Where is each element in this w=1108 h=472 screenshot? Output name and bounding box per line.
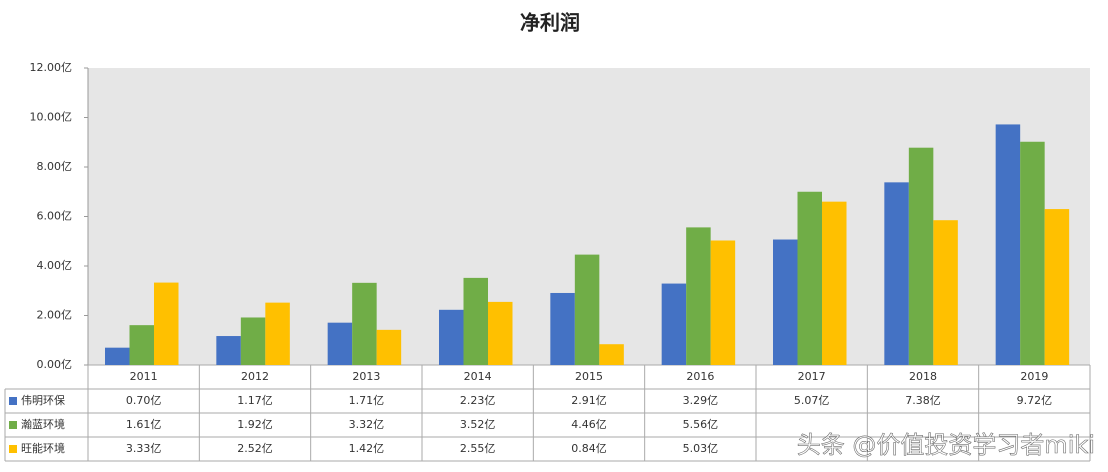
x-tick-label: 2016 — [686, 370, 714, 383]
legend-swatch — [9, 397, 17, 405]
x-tick-label: 2013 — [352, 370, 380, 383]
x-tick-label: 2019 — [1020, 370, 1048, 383]
legend-swatch — [9, 445, 17, 453]
bar — [352, 282, 377, 365]
y-tick-label: 6.00亿 — [37, 210, 73, 223]
bar — [154, 282, 179, 365]
bar — [240, 317, 266, 365]
bar — [908, 147, 934, 365]
table-value: 2.23亿 — [460, 394, 496, 407]
bar — [327, 322, 353, 365]
table-value: 0.84亿 — [571, 442, 607, 455]
bar — [463, 277, 488, 365]
table-value: 1.61亿 — [126, 418, 162, 431]
y-tick-label: 4.00亿 — [37, 259, 73, 272]
bar — [216, 336, 241, 365]
table-value: 5.07亿 — [794, 394, 830, 407]
bar — [574, 254, 600, 365]
y-tick-label: 0.00亿 — [37, 358, 73, 371]
bar — [376, 329, 402, 365]
bar — [488, 301, 513, 365]
table-value: 3.32亿 — [349, 418, 385, 431]
bar — [265, 302, 290, 365]
table-value: 5.03亿 — [683, 442, 719, 455]
x-tick-label: 2012 — [241, 370, 269, 383]
y-tick-label: 8.00亿 — [37, 160, 73, 173]
bar — [1020, 141, 1045, 365]
x-tick-label: 2018 — [909, 370, 937, 383]
watermark: 头条 @价值投资学习者miki — [797, 431, 1095, 459]
table-value: 3.33亿 — [126, 442, 162, 455]
bar — [105, 347, 130, 365]
bar — [933, 220, 958, 365]
bar — [884, 182, 909, 365]
table-value: 2.91亿 — [571, 394, 607, 407]
bar — [129, 325, 154, 365]
x-tick-label: 2014 — [464, 370, 492, 383]
chart-title: 净利润 — [520, 11, 580, 35]
table-value: 1.17亿 — [237, 394, 273, 407]
legend-label: 瀚蓝环境 — [21, 417, 65, 431]
x-tick-label: 2015 — [575, 370, 603, 383]
legend-label: 旺能环境 — [21, 441, 65, 455]
table-value: 5.56亿 — [683, 418, 719, 431]
bar — [439, 309, 464, 365]
table-value: 2.55亿 — [460, 442, 496, 455]
table-value: 9.72亿 — [1017, 394, 1053, 407]
table-value: 4.46亿 — [571, 418, 607, 431]
table-value: 7.38亿 — [905, 394, 941, 407]
bar — [550, 292, 575, 365]
bar — [995, 124, 1021, 366]
bar — [797, 191, 822, 365]
y-tick-label: 2.00亿 — [37, 309, 73, 322]
legend-swatch — [9, 421, 17, 429]
bar — [686, 227, 711, 365]
table-value: 0.70亿 — [126, 394, 162, 407]
bar — [1044, 209, 1070, 365]
table-value: 3.29亿 — [683, 394, 719, 407]
table-value: 1.71亿 — [349, 394, 385, 407]
x-tick-label: 2011 — [130, 370, 158, 383]
table-value: 1.42亿 — [349, 442, 385, 455]
table-value: 3.52亿 — [460, 418, 496, 431]
bar — [710, 240, 736, 365]
bar — [822, 201, 847, 365]
legend-label: 伟明环保 — [21, 393, 65, 407]
table-value: 1.92亿 — [237, 418, 273, 431]
bar — [599, 344, 624, 365]
y-tick-label: 10.00亿 — [30, 111, 73, 124]
table-value: 2.52亿 — [237, 442, 273, 455]
bar — [773, 239, 798, 365]
x-tick-label: 2017 — [798, 370, 826, 383]
bar — [661, 283, 687, 365]
y-tick-label: 12.00亿 — [30, 61, 73, 74]
